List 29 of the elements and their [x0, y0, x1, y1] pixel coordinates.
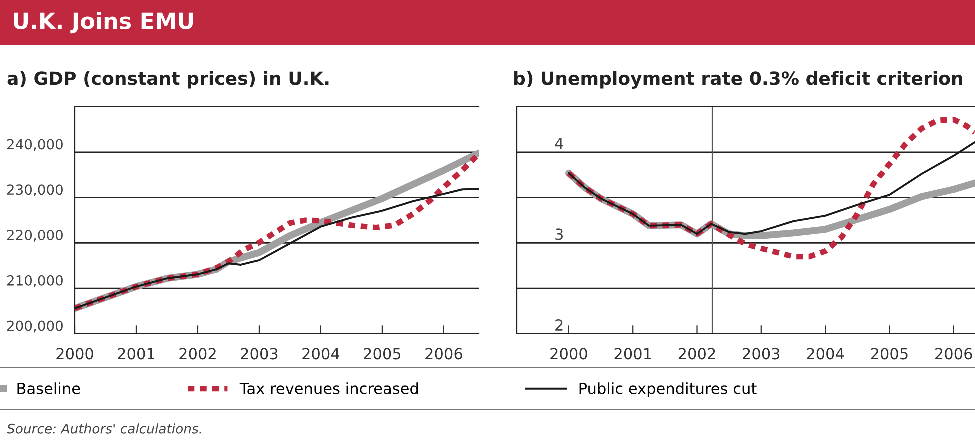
y-tick-label: 2: [556, 319, 563, 331]
y-tick-label: 240,000: [7, 139, 63, 152]
x-tick-label: 2000: [550, 348, 588, 360]
legend-label: Baseline: [18, 382, 80, 394]
chart-title: a) GDP (constant prices) in U.K.: [8, 71, 329, 89]
x-tick-label: 2003: [241, 348, 278, 360]
x-tick-label: 2004: [302, 348, 340, 360]
x-tick-label: 2006: [936, 348, 972, 360]
y-tick-label: 200,000: [7, 320, 63, 333]
y-tick-label: 4: [555, 138, 564, 150]
x-tick-label: 2004: [807, 348, 844, 360]
x-tick-label: 2003: [743, 348, 780, 360]
chart-title: b) Unemployment rate 0.3% deficit criterion: [514, 71, 962, 89]
x-tick-label: 2001: [614, 348, 652, 360]
text: U.K. Joins EMU: [14, 12, 194, 34]
x-tick-label: 2002: [180, 348, 216, 360]
legend-label: Tax revenues increased: [240, 382, 418, 394]
y-tick-label: 230,000: [7, 184, 63, 197]
legend-label: Public expenditures cut: [580, 382, 757, 398]
source-note: Source: Authors' calculations.: [7, 424, 202, 434]
x-tick-label: 2002: [678, 348, 716, 360]
y-tick-label: 210,000: [7, 275, 63, 288]
y-tick-label: 3: [556, 228, 563, 240]
x-tick-label: 2001: [118, 348, 155, 360]
x-tick-label: 2006: [426, 348, 462, 360]
x-tick-label: 2005: [364, 348, 401, 360]
x-tick-label: 2000: [56, 348, 94, 360]
y-tick-label: 220,000: [7, 230, 63, 242]
x-tick-label: 2005: [871, 348, 908, 360]
